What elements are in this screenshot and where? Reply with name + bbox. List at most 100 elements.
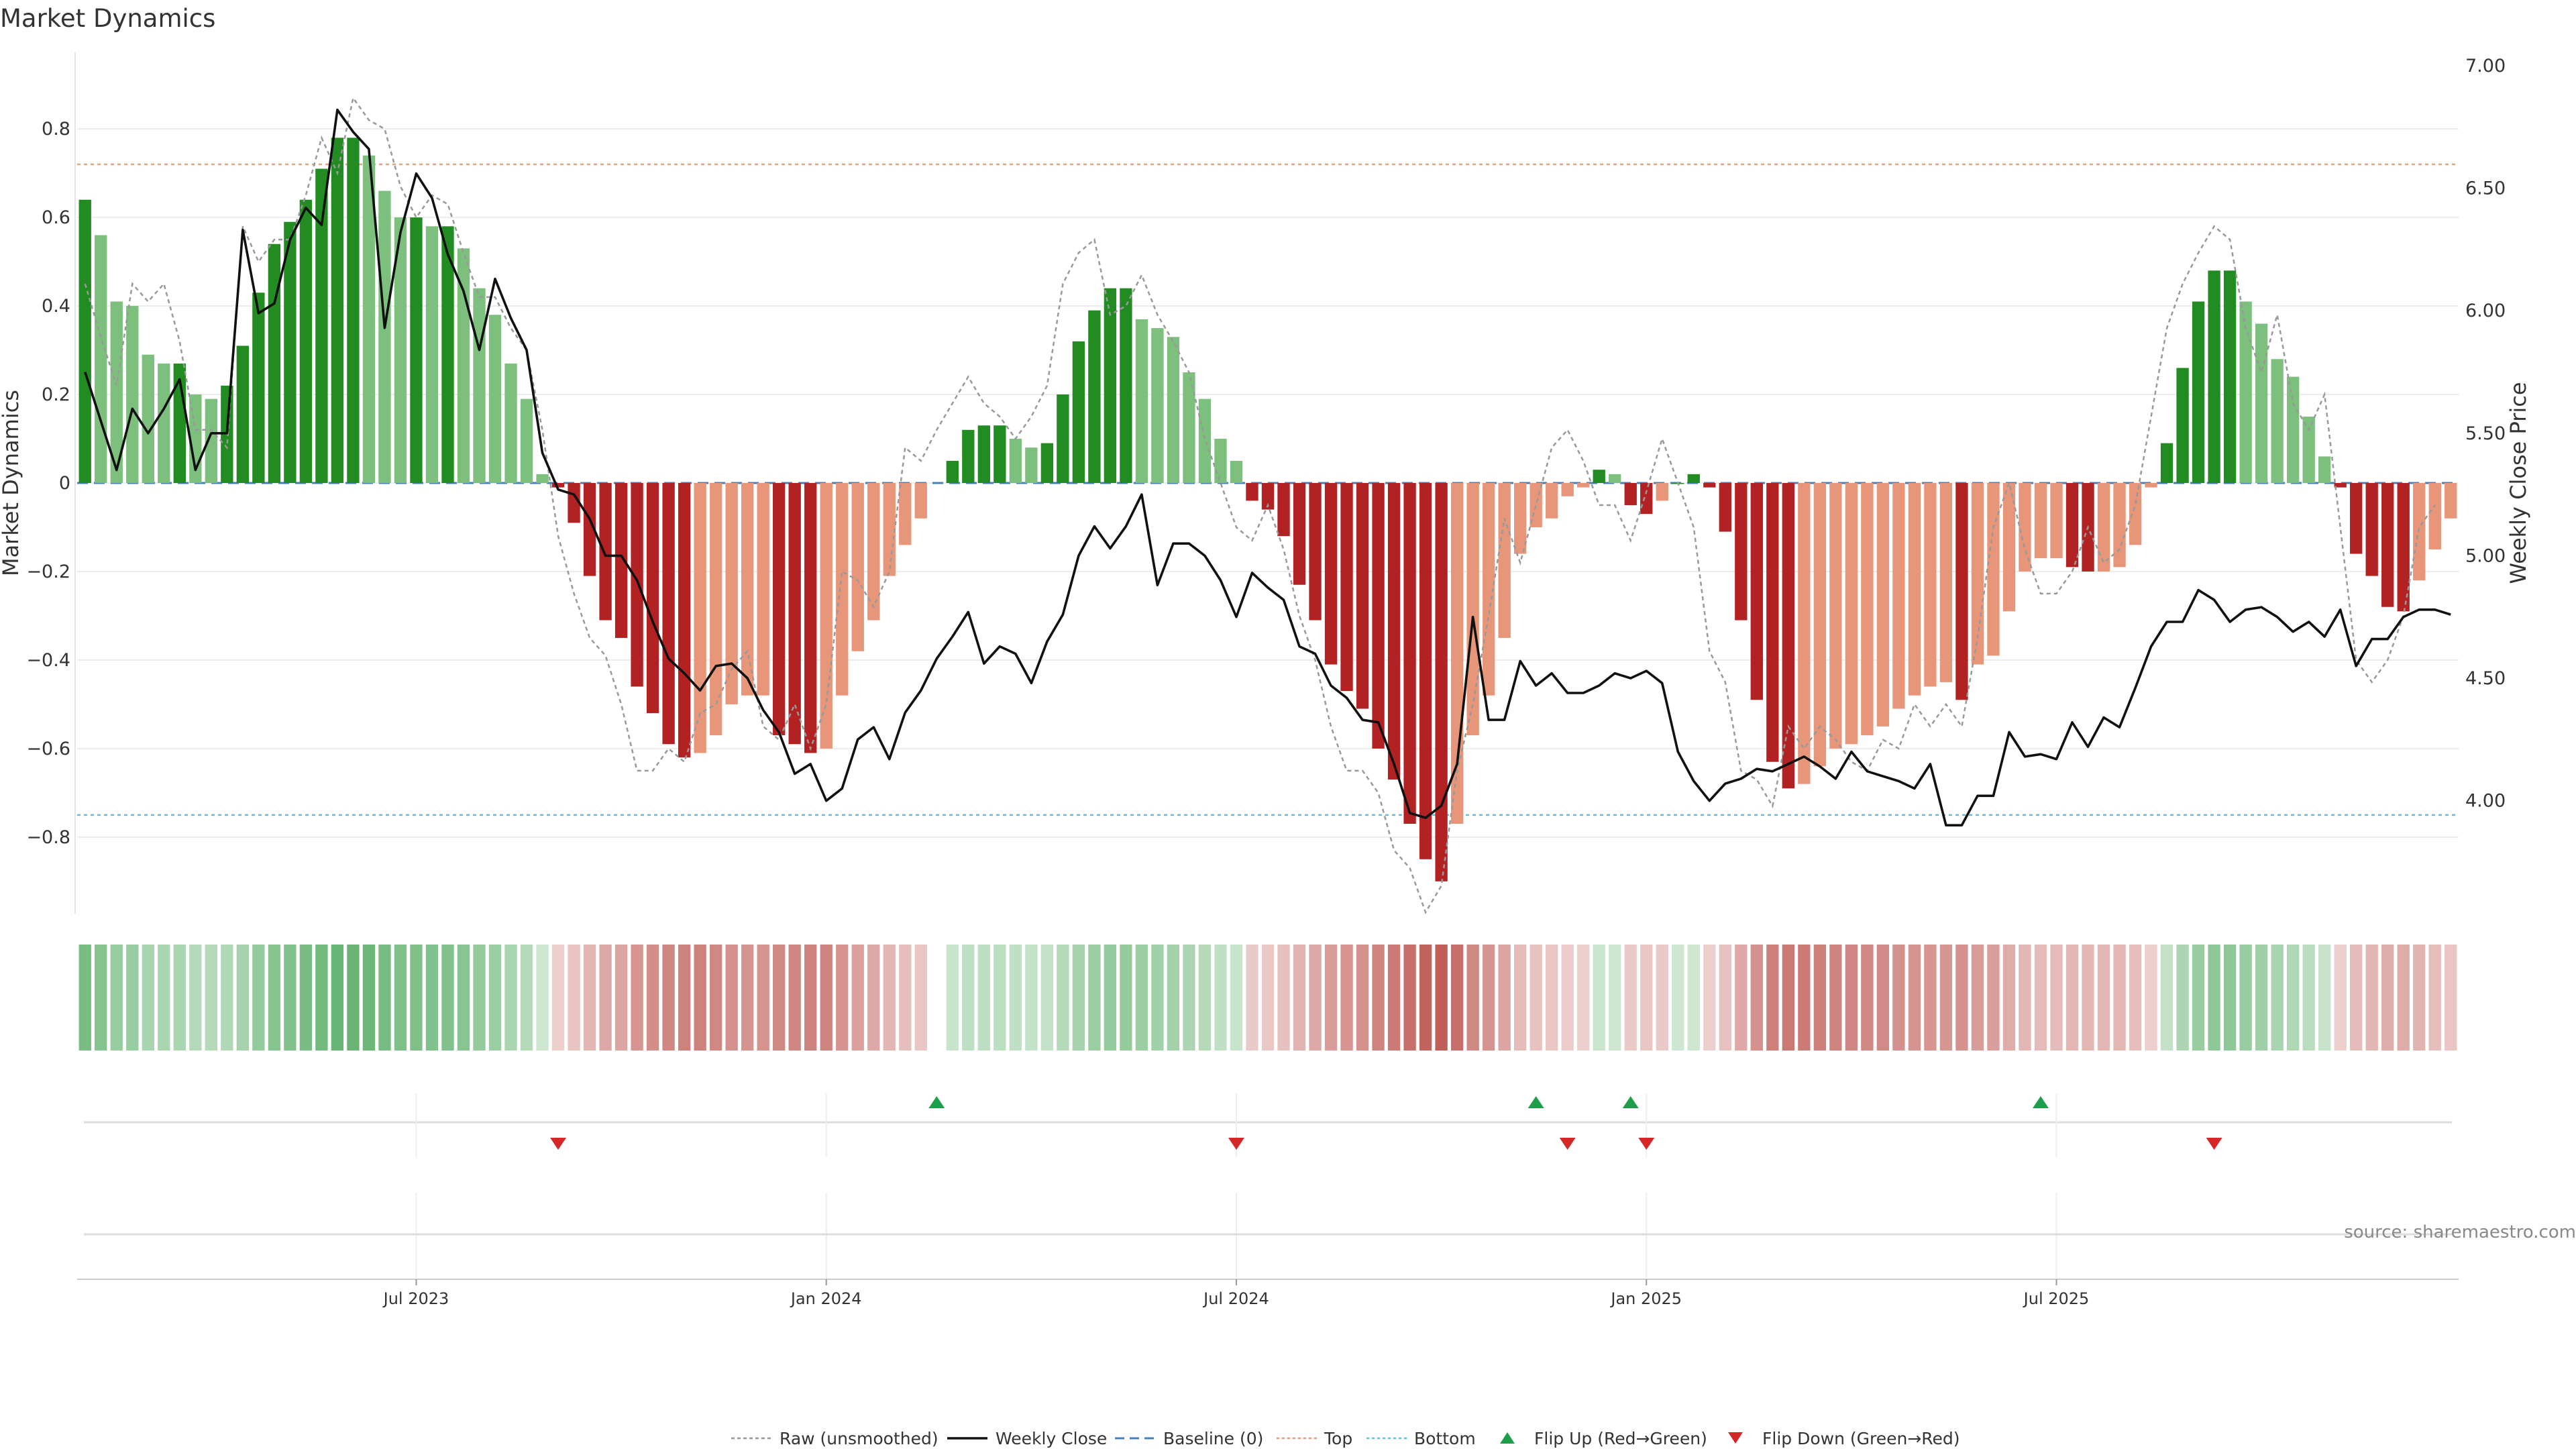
heat-cell: [425, 945, 439, 1051]
heat-cell: [2065, 945, 2079, 1051]
right-y-tick: 4.50: [2465, 668, 2506, 689]
momentum-bar: [1829, 483, 1842, 749]
lower-panel: [77, 1193, 2459, 1280]
heat-cell: [1403, 945, 1416, 1051]
heat-cell: [1939, 945, 1953, 1051]
heat-cell: [662, 945, 675, 1051]
heat-cell: [2082, 945, 2094, 1051]
heat-cell: [142, 945, 154, 1051]
heat-cell: [1529, 945, 1542, 1051]
momentum-bar: [788, 483, 801, 745]
momentum-bar: [284, 221, 297, 483]
price-lines: [84, 95, 2451, 914]
heat-cell: [126, 945, 139, 1051]
momentum-bar: [2397, 483, 2410, 612]
heat-cell: [2208, 945, 2220, 1051]
heat-cell: [378, 945, 391, 1051]
heat-cell: [1025, 945, 1038, 1051]
momentum-bar: [646, 483, 659, 714]
left-y-tick: 0.2: [42, 384, 70, 405]
momentum-bar: [1939, 483, 1953, 682]
heat-cell: [599, 945, 612, 1051]
momentum-bar: [1735, 483, 1748, 621]
legend-label: Top: [1324, 1429, 1352, 1448]
heat-cell: [1513, 945, 1527, 1051]
momentum-bar: [2065, 483, 2079, 568]
heat-cell: [646, 945, 659, 1051]
momentum-bar: [441, 226, 454, 483]
heat-cell: [1498, 945, 1511, 1051]
heat-cell: [2223, 945, 2237, 1051]
heat-cell: [568, 945, 580, 1051]
heat-cell: [1104, 945, 1117, 1051]
heat-cell: [1040, 945, 1054, 1051]
heat-cell: [1309, 945, 1322, 1051]
momentum-bar: [1876, 483, 1890, 727]
momentum-bar: [2318, 456, 2331, 483]
momentum-bar: [1546, 483, 1558, 519]
heat-cell: [1214, 945, 1227, 1051]
heat-cell: [1593, 945, 1605, 1051]
momentum-bar: [1387, 483, 1401, 780]
heat-cell: [1183, 945, 1195, 1051]
heat-cell: [2271, 945, 2284, 1051]
right-y-tick: 5.50: [2465, 423, 2506, 444]
momentum-bar: [583, 483, 596, 576]
heat-cell: [205, 945, 218, 1051]
heat-cell: [1845, 945, 1858, 1051]
momentum-bar: [883, 483, 896, 576]
right-y-tick: 6.50: [2465, 178, 2506, 199]
heat-cell: [2445, 945, 2457, 1051]
heat-cell: [2129, 945, 2142, 1051]
momentum-bar: [1151, 328, 1164, 483]
heat-cell: [2192, 945, 2205, 1051]
legend-label: Bottom: [1414, 1429, 1476, 1448]
momentum-bar: [2050, 483, 2063, 559]
momentum-bar: [299, 199, 313, 483]
heat-cell: [1435, 945, 1448, 1051]
momentum-bar: [851, 483, 864, 651]
heat-cell: [2034, 945, 2047, 1051]
heat-cell: [1340, 945, 1353, 1051]
heat-cell: [1450, 945, 1464, 1051]
momentum-bar: [899, 483, 912, 545]
momentum-bar: [1340, 483, 1353, 692]
heat-cell: [962, 945, 975, 1051]
heat-cell: [1672, 945, 1684, 1051]
momentum-bar: [867, 483, 880, 621]
heat-cell: [1687, 945, 1700, 1051]
momentum-bar: [1088, 310, 1101, 483]
heat-cell: [1088, 945, 1101, 1051]
flip-down-marker: [1559, 1138, 1576, 1150]
momentum-bar: [205, 398, 218, 483]
x-tick-label: Jan 2024: [790, 1289, 862, 1308]
momentum-bar: [520, 398, 533, 483]
momentum-bar: [1640, 483, 1653, 515]
legend-bottom: Bottom: [1366, 1429, 1476, 1448]
momentum-bar: [1813, 483, 1827, 767]
heat-cell: [773, 945, 786, 1051]
momentum-bar: [1324, 483, 1338, 665]
momentum-bar: [1892, 483, 1905, 709]
heat-cell: [2097, 945, 2110, 1051]
heat-cell: [709, 945, 722, 1051]
momentum-bar: [2019, 483, 2031, 572]
momentum-bar: [1750, 483, 1763, 700]
momentum-bar: [804, 483, 817, 753]
heat-cell: [457, 945, 470, 1051]
momentum-bar: [378, 191, 391, 483]
heat-cell: [2113, 945, 2126, 1051]
heat-cell: [1482, 945, 1495, 1051]
momentum-bar: [1577, 483, 1590, 488]
momentum-bar: [1971, 483, 1984, 665]
momentum-bar: [1025, 447, 1038, 483]
heat-cell: [2239, 945, 2252, 1051]
heat-cell: [441, 945, 454, 1051]
x-tick-label: Jul 2024: [1202, 1289, 1269, 1308]
momentum-bar: [631, 483, 643, 687]
heat-cell: [78, 945, 91, 1051]
heat-cell: [1892, 945, 1905, 1051]
momentum-bar: [347, 138, 360, 483]
heat-cell: [757, 945, 769, 1051]
momentum-bar: [820, 483, 833, 749]
